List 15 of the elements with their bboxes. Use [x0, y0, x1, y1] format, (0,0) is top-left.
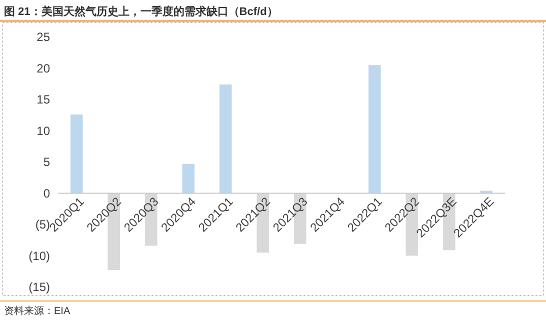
- y-tick-label: 5: [43, 155, 50, 169]
- bar: [219, 84, 232, 194]
- bar: [70, 114, 83, 194]
- y-tick-label: 20: [36, 61, 50, 76]
- y-tick-label: (10): [28, 248, 50, 263]
- bar: [182, 164, 195, 194]
- y-tick-label: 15: [36, 92, 50, 106]
- bar: [368, 65, 381, 194]
- y-tick-label: (5): [35, 218, 50, 232]
- y-tick-label: 0: [43, 186, 50, 200]
- y-tick-label: (15): [28, 280, 50, 294]
- y-tick-label: 10: [36, 124, 50, 138]
- chart-title: 图 21：美国天然气历史上，一季度的需求缺口（Bcf/d）: [4, 5, 278, 18]
- text: 资料来源：EIA: [4, 305, 70, 317]
- y-tick-label: 25: [36, 30, 50, 44]
